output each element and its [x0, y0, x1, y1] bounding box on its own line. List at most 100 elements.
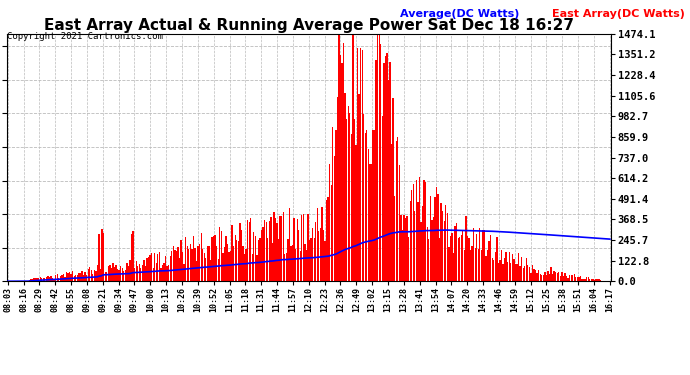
Bar: [464, 250, 465, 281]
Bar: [563, 276, 564, 281]
Bar: [558, 272, 560, 281]
Bar: [436, 188, 437, 281]
Bar: [78, 273, 79, 281]
Bar: [272, 243, 273, 281]
Bar: [377, 34, 378, 281]
Bar: [338, 34, 339, 281]
Bar: [575, 277, 576, 281]
Bar: [373, 130, 374, 281]
Bar: [184, 264, 185, 281]
Bar: [456, 223, 457, 281]
Bar: [577, 277, 578, 281]
Bar: [385, 56, 386, 281]
Bar: [344, 93, 346, 281]
Bar: [374, 130, 375, 281]
Bar: [95, 271, 97, 281]
Bar: [509, 252, 510, 281]
Bar: [266, 222, 267, 281]
Bar: [484, 230, 485, 281]
Bar: [502, 264, 504, 281]
Bar: [88, 270, 89, 281]
Text: East Array(DC Watts): East Array(DC Watts): [552, 9, 685, 19]
Bar: [55, 275, 57, 281]
Bar: [134, 268, 135, 281]
Bar: [43, 278, 44, 281]
Bar: [216, 246, 217, 281]
Bar: [97, 265, 98, 281]
Bar: [261, 230, 262, 281]
Bar: [588, 277, 589, 281]
Bar: [267, 238, 268, 281]
Bar: [580, 276, 581, 281]
Bar: [533, 269, 535, 281]
Bar: [231, 225, 233, 281]
Bar: [479, 228, 480, 281]
Bar: [221, 231, 222, 281]
Bar: [185, 237, 186, 281]
Bar: [329, 164, 331, 281]
Bar: [171, 251, 172, 281]
Bar: [197, 246, 199, 281]
Bar: [453, 253, 454, 281]
Bar: [110, 268, 112, 281]
Bar: [295, 249, 296, 281]
Bar: [595, 279, 597, 281]
Bar: [481, 250, 482, 281]
Bar: [491, 258, 493, 281]
Bar: [309, 240, 310, 281]
Bar: [331, 185, 332, 281]
Bar: [549, 274, 550, 281]
Bar: [555, 272, 556, 281]
Bar: [318, 231, 319, 281]
Bar: [473, 228, 474, 281]
Bar: [477, 249, 479, 281]
Bar: [58, 278, 59, 281]
Bar: [77, 275, 78, 281]
Bar: [573, 274, 575, 281]
Bar: [156, 263, 157, 281]
Bar: [278, 239, 279, 281]
Bar: [126, 262, 128, 281]
Bar: [518, 254, 519, 281]
Bar: [569, 274, 570, 281]
Bar: [121, 268, 123, 281]
Bar: [230, 251, 231, 281]
Bar: [536, 273, 538, 281]
Bar: [120, 266, 121, 281]
Bar: [46, 277, 47, 281]
Bar: [219, 227, 220, 281]
Bar: [131, 234, 132, 281]
Bar: [364, 134, 366, 281]
Bar: [526, 258, 527, 281]
Bar: [255, 236, 256, 281]
Bar: [335, 130, 337, 281]
Bar: [241, 230, 242, 281]
Bar: [292, 245, 293, 281]
Bar: [208, 246, 210, 281]
Bar: [428, 239, 429, 281]
Bar: [497, 263, 499, 281]
Bar: [256, 255, 257, 281]
Bar: [332, 127, 333, 281]
Bar: [371, 164, 372, 281]
Bar: [242, 246, 244, 281]
Bar: [210, 260, 211, 281]
Bar: [63, 274, 64, 281]
Bar: [299, 251, 301, 281]
Bar: [602, 280, 603, 281]
Bar: [204, 254, 205, 281]
Bar: [298, 230, 299, 281]
Bar: [168, 265, 169, 281]
Bar: [357, 48, 358, 281]
Bar: [90, 270, 92, 281]
Bar: [165, 256, 166, 281]
Bar: [516, 264, 518, 281]
Bar: [603, 280, 604, 281]
Bar: [442, 211, 444, 281]
Bar: [227, 244, 228, 281]
Bar: [495, 252, 496, 281]
Bar: [500, 260, 501, 281]
Bar: [445, 205, 446, 281]
Bar: [139, 264, 140, 281]
Bar: [546, 274, 547, 281]
